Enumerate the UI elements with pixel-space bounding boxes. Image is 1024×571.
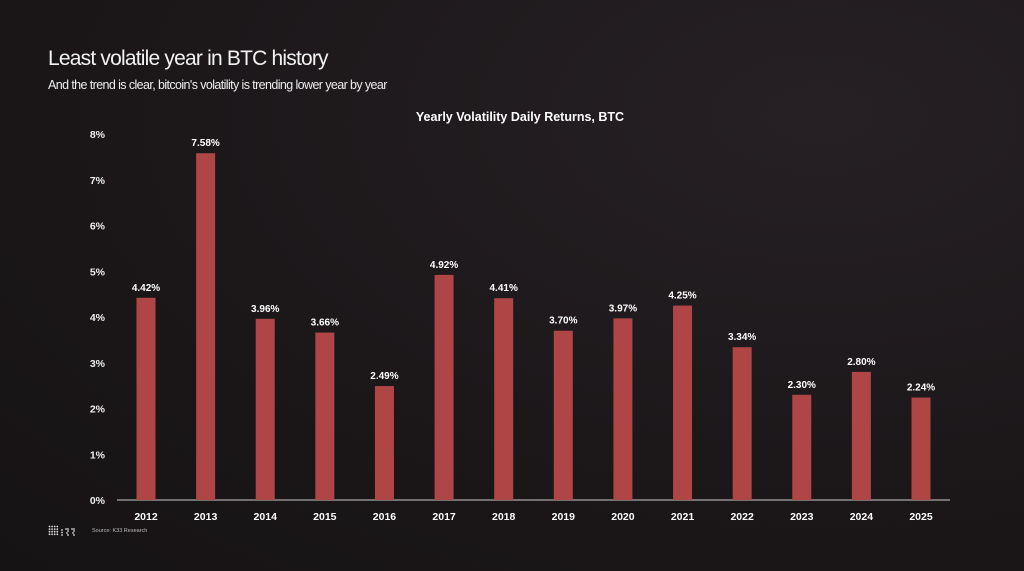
bar-2014 bbox=[255, 318, 275, 500]
logo-dot bbox=[67, 534, 69, 536]
logo-dot bbox=[61, 534, 63, 536]
y-tick-label: 7% bbox=[90, 175, 106, 187]
logo-dot bbox=[72, 532, 74, 534]
bar-2021 bbox=[673, 305, 693, 500]
bar-2017 bbox=[434, 274, 454, 500]
logo-dot bbox=[53, 530, 56, 533]
bar-2022 bbox=[732, 347, 752, 500]
y-tick-label: 8% bbox=[90, 129, 106, 141]
data-label: 2.49% bbox=[370, 371, 398, 382]
bar-2025 bbox=[911, 397, 931, 500]
logo-dot bbox=[73, 528, 75, 530]
logo-dot bbox=[48, 530, 51, 533]
logo-dot bbox=[56, 525, 59, 528]
logo-dot bbox=[51, 530, 53, 533]
logo-dot bbox=[51, 528, 53, 530]
logo-dot bbox=[73, 530, 75, 532]
x-tick-label: 2019 bbox=[552, 511, 576, 523]
logo-dot bbox=[66, 532, 68, 534]
logo-dot bbox=[56, 530, 59, 533]
logo-dot bbox=[56, 528, 59, 530]
data-label: 3.34% bbox=[728, 332, 756, 343]
bar-2024 bbox=[851, 371, 871, 500]
x-tick-label: 2017 bbox=[432, 511, 456, 523]
logo-dot bbox=[51, 533, 53, 536]
x-tick-label: 2014 bbox=[254, 511, 278, 523]
y-tick-label: 1% bbox=[90, 449, 106, 461]
bar-2015 bbox=[315, 332, 335, 500]
logo-dot bbox=[61, 531, 63, 534]
data-label: 4.42% bbox=[132, 283, 160, 294]
bar-2012 bbox=[136, 297, 156, 500]
bar-2020 bbox=[613, 318, 633, 500]
x-tick-label: 2020 bbox=[611, 511, 635, 523]
bar-2018 bbox=[494, 298, 514, 500]
logo-dot bbox=[56, 533, 59, 536]
page-title: Least volatile year in BTC history bbox=[48, 47, 329, 70]
data-label: 2.80% bbox=[847, 357, 875, 368]
data-label: 3.96% bbox=[251, 304, 279, 315]
logo-dot bbox=[71, 528, 73, 530]
y-tick-label: 5% bbox=[90, 266, 106, 278]
logo-dot bbox=[48, 533, 51, 536]
source-note: Source: K33 Research bbox=[92, 528, 148, 534]
data-label: 4.25% bbox=[668, 291, 696, 302]
logo-dot bbox=[67, 528, 69, 530]
y-tick-label: 6% bbox=[90, 221, 106, 233]
x-tick-label: 2015 bbox=[313, 511, 337, 523]
data-label: 7.58% bbox=[191, 138, 219, 149]
data-label: 3.66% bbox=[311, 318, 339, 329]
logo-dot bbox=[53, 533, 56, 536]
bar-2016 bbox=[374, 386, 394, 500]
x-tick-label: 2013 bbox=[194, 511, 218, 523]
logo-dot bbox=[51, 525, 53, 528]
bars: 4.42% 2012 7.58% 2013 3.96% 2014 3.66% 2015 2.49… bbox=[132, 138, 935, 523]
logo-dot bbox=[53, 528, 56, 530]
y-tick-label: 0% bbox=[90, 495, 106, 507]
bar-2023 bbox=[792, 394, 812, 500]
bar-2019 bbox=[553, 330, 573, 500]
bar-2013 bbox=[196, 153, 216, 500]
data-label: 2.30% bbox=[788, 380, 816, 391]
data-label: 4.41% bbox=[490, 283, 518, 294]
x-tick-label: 2018 bbox=[492, 511, 516, 523]
k33-logo bbox=[48, 525, 75, 536]
x-tick-label: 2024 bbox=[850, 511, 874, 523]
x-tick-label: 2022 bbox=[730, 511, 754, 523]
y-tick-label: 4% bbox=[90, 312, 106, 324]
data-label: 3.97% bbox=[609, 303, 637, 314]
x-tick-label: 2023 bbox=[790, 511, 814, 523]
y-tick-label: 3% bbox=[90, 358, 106, 370]
x-tick-label: 2025 bbox=[909, 511, 933, 523]
y-axis: 0% 1% 2% 3% 4% 5% 6% 7% 8% bbox=[90, 129, 106, 507]
x-tick-label: 2012 bbox=[134, 511, 158, 523]
x-tick-label: 2016 bbox=[373, 511, 397, 523]
x-tick-label: 2021 bbox=[671, 511, 695, 523]
logo-dot bbox=[73, 534, 75, 536]
logo-dot bbox=[61, 529, 63, 531]
logo-dot bbox=[67, 530, 69, 532]
data-label: 3.70% bbox=[549, 316, 577, 327]
logo-dot bbox=[48, 525, 51, 528]
page-subtitle: And the trend is clear, bitcoin's volati… bbox=[48, 78, 387, 92]
logo-dot bbox=[65, 528, 67, 530]
logo-dot bbox=[48, 528, 51, 530]
data-label: 2.24% bbox=[907, 383, 935, 394]
chart-title: Yearly Volatility Daily Returns, BTC bbox=[416, 110, 624, 124]
logo-dot bbox=[53, 525, 56, 528]
y-tick-label: 2% bbox=[90, 404, 106, 416]
data-label: 4.92% bbox=[430, 260, 458, 271]
